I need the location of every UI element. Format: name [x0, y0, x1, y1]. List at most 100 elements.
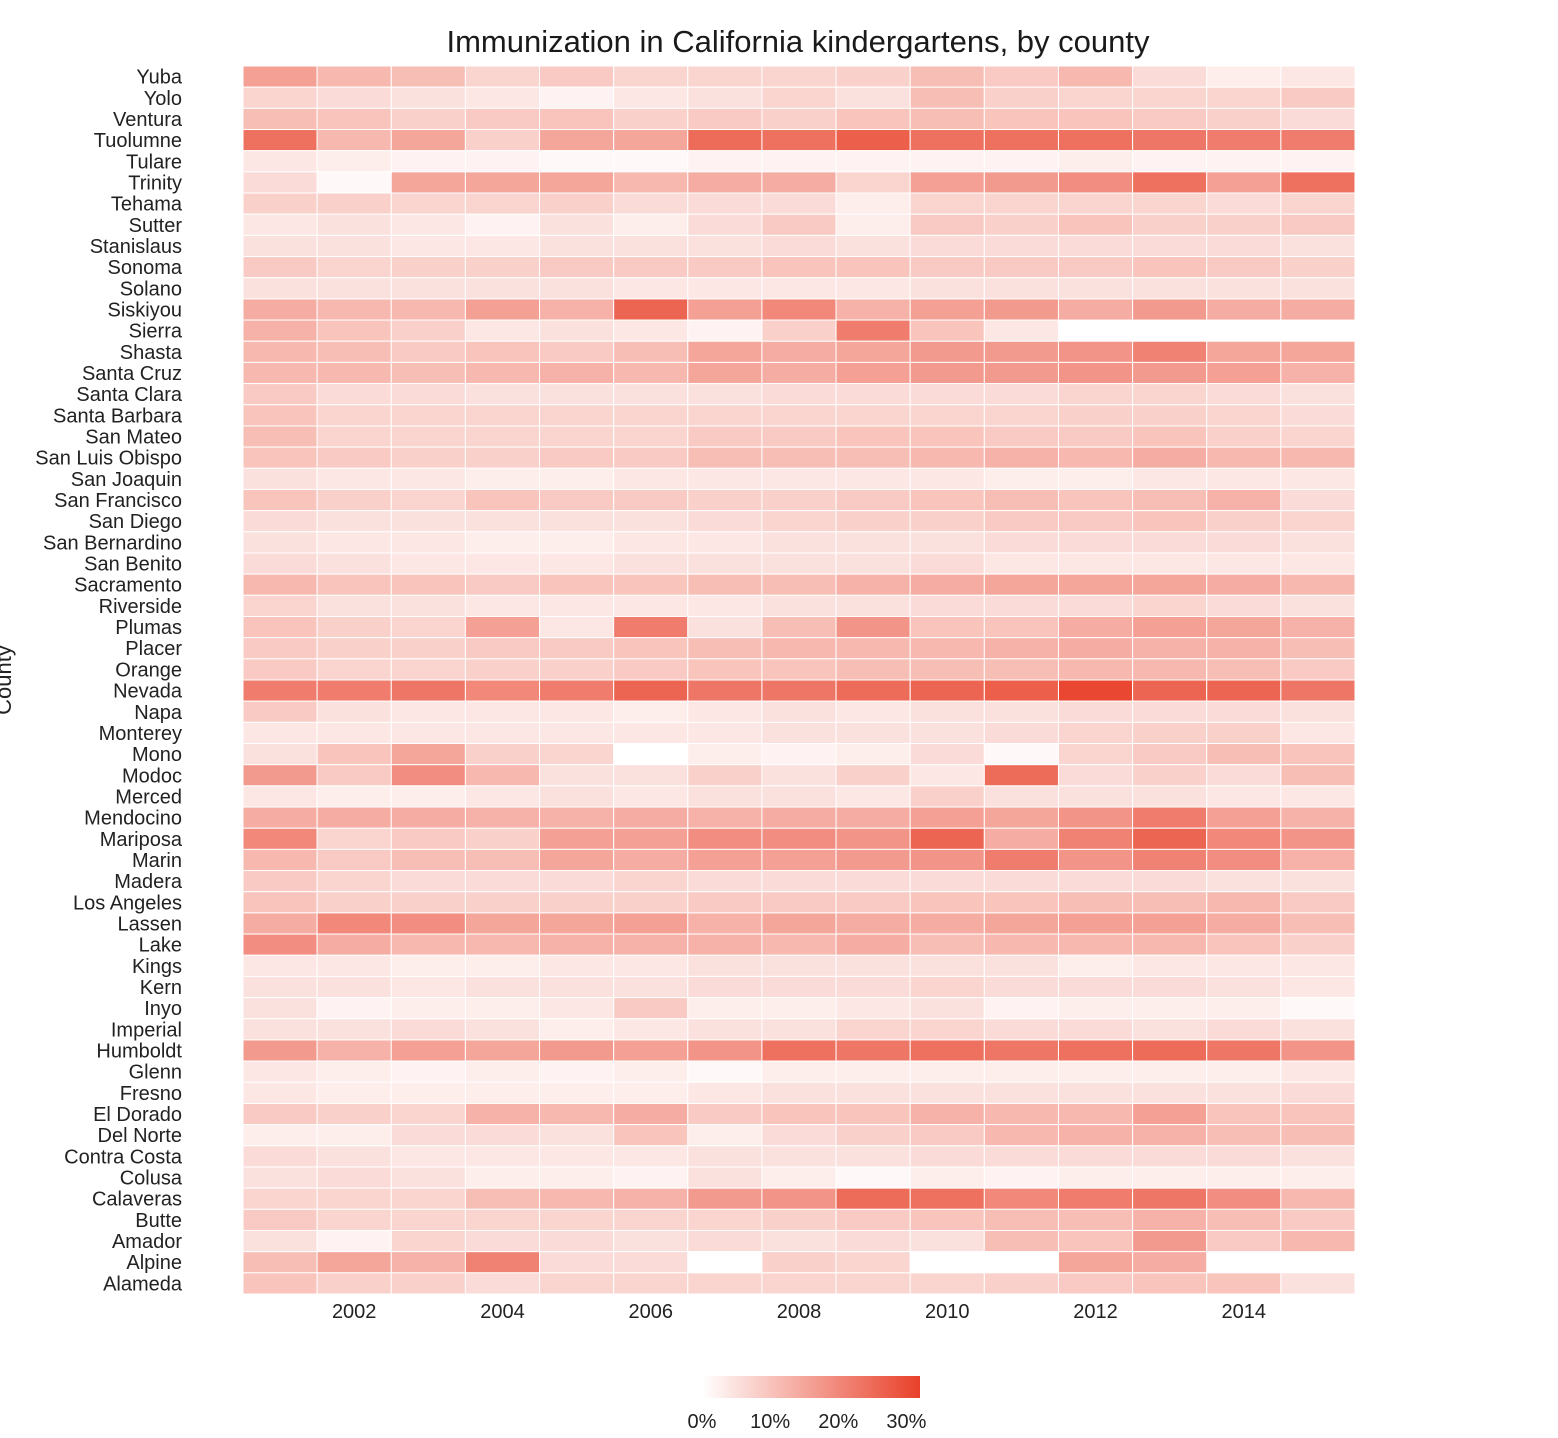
- heatmap-cell: [761, 425, 837, 448]
- heatmap-cell: [539, 806, 615, 829]
- heatmap-cell: [983, 870, 1059, 893]
- heatmap-cell: [687, 1145, 763, 1168]
- heatmap-cell: [539, 912, 615, 935]
- heatmap-cell: [835, 192, 911, 215]
- heatmap-cell: [464, 975, 541, 999]
- heatmap-cell: [761, 192, 837, 215]
- heatmap-cell: [1057, 1102, 1134, 1126]
- heatmap-cell: [1206, 806, 1282, 829]
- heatmap-cell: [835, 1272, 911, 1295]
- heatmap-cell: [1206, 1145, 1282, 1168]
- heatmap-cell: [539, 1272, 615, 1295]
- heatmap-cell: [390, 1251, 466, 1274]
- heatmap-cell: [983, 531, 1059, 554]
- heatmap-cell: [1206, 86, 1282, 109]
- heatmap-cell: [1206, 679, 1282, 702]
- heatmap-cell: [909, 467, 985, 490]
- heatmap-cell: [242, 637, 318, 660]
- heatmap-cell: [1280, 1018, 1356, 1041]
- heatmap-cell: [539, 700, 615, 723]
- heatmap-cell: [983, 488, 1059, 512]
- heatmap-cell: [316, 615, 392, 639]
- heatmap-cell: [242, 256, 318, 279]
- county-label: Ventura: [113, 109, 183, 131]
- heatmap-cell: [687, 552, 763, 575]
- heatmap-cell: [909, 531, 985, 554]
- heatmap-cell: [1280, 340, 1356, 363]
- heatmap-cell: [983, 446, 1059, 469]
- heatmap-cell: [1057, 637, 1134, 660]
- county-label: Madera: [114, 871, 183, 893]
- heatmap-cell: [761, 1208, 837, 1231]
- heatmap-cell: [909, 86, 985, 109]
- county-label: Inyo: [144, 998, 182, 1020]
- heatmap-cell: [464, 785, 541, 808]
- county-label: Sierra: [129, 321, 183, 343]
- heatmap-cell: [390, 954, 466, 977]
- heatmap-cell: [909, 848, 985, 872]
- heatmap-cell: [1206, 1039, 1282, 1062]
- heatmap-cell: [316, 192, 392, 215]
- heatmap-cell: [242, 383, 318, 406]
- heatmap-cell: [464, 129, 541, 152]
- heatmap-cell: [316, 700, 392, 723]
- heatmap-cell: [835, 404, 911, 427]
- year-tick-label: 2014: [1222, 1301, 1267, 1323]
- heatmap-cell: [687, 891, 763, 914]
- heatmap-cell: [835, 1208, 911, 1231]
- heatmap-cell: [909, 107, 985, 131]
- heatmap-cell: [983, 743, 1059, 766]
- heatmap-cell: [390, 1145, 466, 1168]
- heatmap-cell: [390, 171, 466, 194]
- heatmap-cell: [761, 806, 837, 829]
- heatmap-cell: [1132, 594, 1208, 617]
- county-label: Imperial: [111, 1019, 182, 1041]
- heatmap-cell: [909, 679, 985, 702]
- heatmap-cell: [983, 1166, 1059, 1189]
- heatmap-cell: [316, 1018, 392, 1041]
- heatmap-cell: [983, 806, 1059, 829]
- heatmap-cell: [761, 827, 837, 850]
- heatmap-cell: [1132, 997, 1208, 1020]
- heatmap-cell: [761, 531, 837, 554]
- heatmap-cell: [539, 848, 615, 872]
- heatmap-cell: [316, 531, 392, 554]
- heatmap-cell: [464, 1208, 541, 1231]
- heatmap-cell: [983, 192, 1059, 215]
- legend-tick-label: 10%: [750, 1411, 790, 1433]
- heatmap-cell: [909, 1251, 985, 1274]
- heatmap-cell: [1280, 192, 1356, 215]
- heatmap-cell: [316, 319, 392, 342]
- heatmap-cell: [687, 954, 763, 977]
- heatmap-cell: [1132, 1272, 1208, 1295]
- heatmap-cell: [1206, 150, 1282, 173]
- heatmap-cell: [390, 594, 466, 617]
- heatmap-cell: [909, 785, 985, 808]
- county-label: Santa Clara: [76, 384, 182, 406]
- heatmap-cell: [539, 1251, 615, 1274]
- heatmap-cell: [909, 573, 985, 596]
- heatmap-cell: [687, 446, 763, 469]
- heatmap-cell: [761, 870, 837, 893]
- heatmap-cell: [1280, 488, 1356, 512]
- heatmap-cell: [539, 277, 615, 300]
- heatmap-cell: [539, 510, 615, 533]
- heatmap-cell: [983, 213, 1059, 236]
- heatmap-cell: [1057, 1208, 1134, 1231]
- heatmap-cell: [1132, 298, 1208, 321]
- heatmap-cell: [316, 721, 392, 745]
- heatmap-cell: [464, 764, 541, 787]
- heatmap-cell: [539, 319, 615, 342]
- heatmap-cell: [390, 997, 466, 1020]
- heatmap-cell: [316, 1208, 392, 1231]
- heatmap-cell: [983, 129, 1059, 152]
- heatmap-cell: [983, 1018, 1059, 1041]
- heatmap-cell: [1132, 171, 1208, 194]
- heatmap-cell: [464, 404, 541, 427]
- heatmap-cell: [1132, 510, 1208, 533]
- heatmap-cell: [242, 827, 318, 850]
- county-label: Del Norte: [98, 1125, 182, 1147]
- heatmap-cell: [464, 637, 541, 660]
- heatmap-cell: [835, 488, 911, 512]
- heatmap-cell: [983, 721, 1059, 745]
